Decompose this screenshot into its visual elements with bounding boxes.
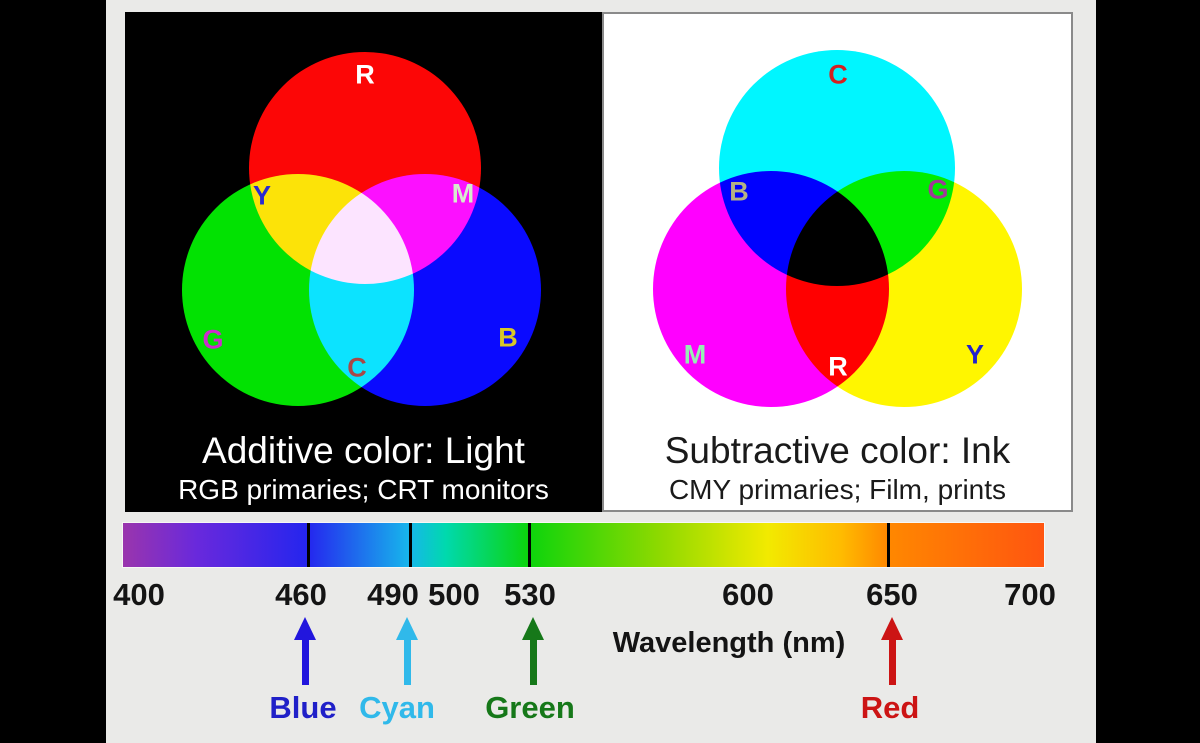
wavelength-label-500: 500 [428,577,480,612]
blue-color-label: Blue [269,690,337,725]
label-B: B [729,176,749,207]
label-Y: Y [965,339,985,370]
wavelength-label-400: 400 [113,577,165,612]
cyan-color-label: Cyan [359,690,435,725]
cyan-arrow-icon [396,617,418,685]
cmy-venn-labels: C B G M R Y [604,14,1071,510]
wavelength-spectrum-bar [122,522,1045,568]
label-C: C [347,352,367,383]
rgb-venn-diagram [125,12,602,512]
arrow-head [522,617,544,640]
label-R: R [828,351,848,382]
green-arrow-icon [522,617,544,685]
arrow-head [881,617,903,640]
additive-title: Additive color: Light [202,430,525,471]
label-G: G [202,324,224,355]
subtractive-color-panel: C B G M R Y Subtractive color: Ink CMY p… [602,12,1073,512]
label-G: G [927,174,949,205]
wavelength-label-530: 530 [504,577,556,612]
spectrum-tick-650 [887,523,891,567]
red-color-label: Red [860,690,920,725]
arrow-shaft [403,640,411,685]
arrow-head [294,617,316,640]
figure-canvas: R Y M G C B Additive color: Light RGB pr… [106,0,1096,743]
arrow-head [396,617,418,640]
yellow-circle [786,171,1022,407]
blue-arrow-icon [294,617,316,685]
green-color-label: Green [485,690,575,725]
label-M: M [683,339,707,370]
arrow-shaft [888,640,896,685]
arrow-shaft [529,640,537,685]
arrow-shaft [301,640,309,685]
rgb-venn-labels: R Y M G C B [125,12,602,512]
additive-subtitle: RGB primaries; CRT monitors [178,474,549,505]
spectrum-tick-460 [307,523,311,567]
subtractive-subtitle: CMY primaries; Film, prints [668,474,1007,505]
label-Y: Y [252,180,272,211]
additive-color-panel: R Y M G C B Additive color: Light RGB pr… [125,12,602,512]
wavelength-label-460: 460 [275,577,327,612]
red-arrow-icon [881,617,903,685]
spectrum-tick-530 [528,523,532,567]
label-R: R [355,59,375,90]
blue-circle [309,174,541,406]
wavelength-label-700: 700 [1004,577,1056,612]
label-B: B [498,322,518,353]
label-M: M [451,178,475,209]
wavelength-label-600: 600 [722,577,774,612]
wavelength-label-650: 650 [866,577,918,612]
cmy-venn-diagram [604,14,1071,510]
label-C: C [828,59,848,90]
subtractive-title: Subtractive color: Ink [664,430,1011,471]
wavelength-axis-title: Wavelength (nm) [612,627,846,659]
spectrum-tick-490 [409,523,413,567]
wavelength-label-490: 490 [367,577,419,612]
